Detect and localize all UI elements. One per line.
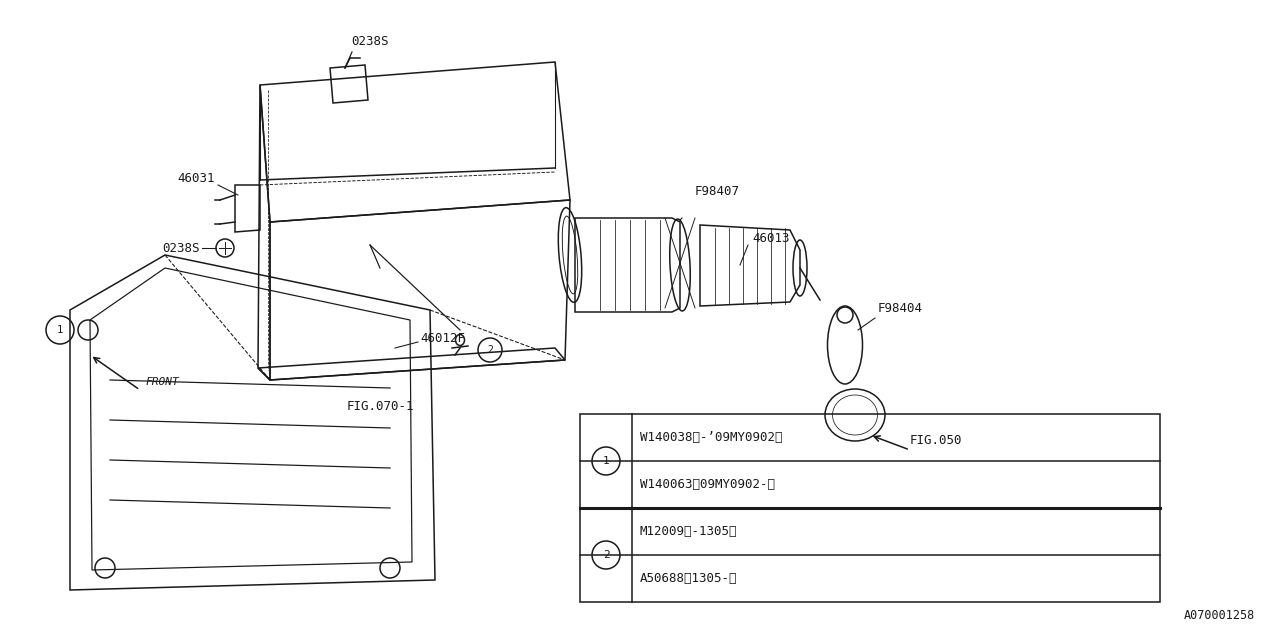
Text: M12009（-1305）: M12009（-1305） — [640, 525, 737, 538]
Text: 2: 2 — [603, 550, 609, 560]
Text: 46012F: 46012F — [420, 332, 465, 344]
Text: 0238S: 0238S — [163, 241, 200, 255]
Text: 0238S: 0238S — [351, 35, 389, 48]
Text: FRONT: FRONT — [145, 377, 179, 387]
Text: 2: 2 — [488, 345, 493, 355]
Text: 46013: 46013 — [753, 232, 790, 244]
Text: W140038（-’09MY0902）: W140038（-’09MY0902） — [640, 431, 782, 444]
Text: FIG.070-1: FIG.070-1 — [347, 400, 413, 413]
Text: F98407: F98407 — [695, 185, 740, 198]
Text: W140063（09MY0902-）: W140063（09MY0902-） — [640, 478, 774, 491]
Text: FIG.050: FIG.050 — [910, 433, 963, 447]
Text: 1: 1 — [56, 325, 63, 335]
Text: 1: 1 — [603, 456, 609, 466]
Text: 46031: 46031 — [178, 172, 215, 184]
Text: A50688（1305-）: A50688（1305-） — [640, 572, 737, 585]
Text: F98404: F98404 — [878, 301, 923, 314]
Text: A070001258: A070001258 — [1184, 609, 1254, 622]
Bar — [580, 414, 1160, 602]
